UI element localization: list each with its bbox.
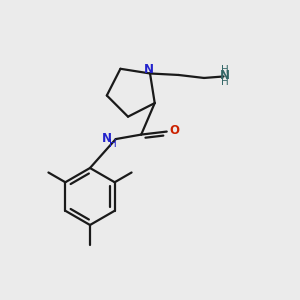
- Text: N: N: [102, 132, 112, 145]
- Text: H: H: [109, 140, 117, 149]
- Text: H: H: [221, 64, 229, 75]
- Text: H: H: [221, 77, 229, 88]
- Text: N: N: [220, 69, 230, 82]
- Text: N: N: [143, 63, 154, 76]
- Text: O: O: [169, 124, 179, 137]
